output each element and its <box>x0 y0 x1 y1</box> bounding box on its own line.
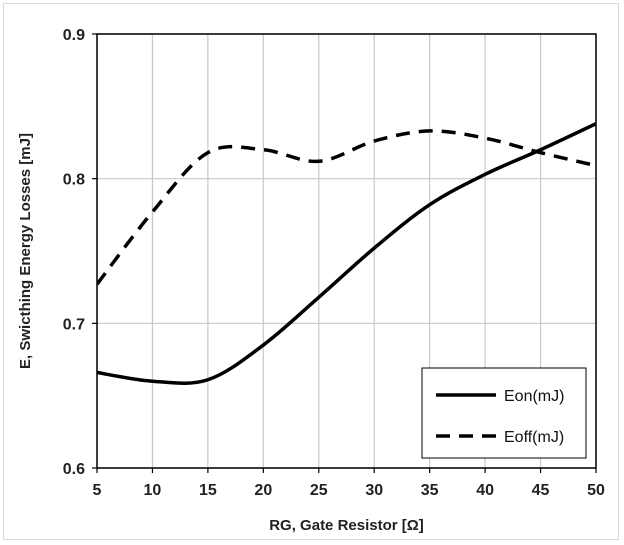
x-tick-label: 45 <box>532 482 550 499</box>
tick-labels: 5 10 15 20 25 30 35 40 45 50 0.6 0.7 0.8 0.9 <box>63 27 605 499</box>
y-tick-label: 0.7 <box>63 316 85 333</box>
x-axis-title: RG, Gate Resistor [Ω] <box>269 517 424 534</box>
legend-label-eoff: Eoff(mJ) <box>504 429 564 446</box>
legend: Eon(mJ) Eoff(mJ) <box>421 367 587 459</box>
series-line-eoffmj <box>97 129 596 286</box>
x-tick-label: 50 <box>587 482 605 499</box>
x-tick-label: 25 <box>310 482 328 499</box>
x-tick-label: 30 <box>365 482 383 499</box>
y-tick-label: 0.8 <box>63 172 85 189</box>
y-tick-label: 0.6 <box>63 461 85 478</box>
y-axis-title: E, Swicthing Energy Losses [mJ] <box>17 133 34 369</box>
legend-label-eon: Eon(mJ) <box>504 388 564 405</box>
x-tick-label: 5 <box>93 482 102 499</box>
x-tick-label: 15 <box>199 482 217 499</box>
x-tick-label: 40 <box>476 482 494 499</box>
x-tick-label: 20 <box>254 482 272 499</box>
y-tick-label: 0.9 <box>63 27 85 44</box>
series-layer <box>97 122 596 385</box>
x-tick-label: 10 <box>144 482 162 499</box>
x-tick-label: 35 <box>421 482 439 499</box>
series-line-eonmj <box>97 122 596 385</box>
plot-border <box>96 33 597 469</box>
legend-box <box>421 367 587 459</box>
